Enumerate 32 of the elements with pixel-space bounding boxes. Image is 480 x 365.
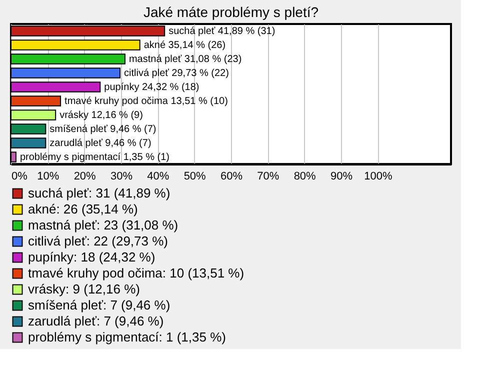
x-tick-label: 90%	[330, 170, 353, 182]
data-label: mastná pleť 31,08 % (23)	[128, 54, 242, 65]
x-tick-label: 70%	[257, 170, 280, 182]
data-label: akné 35,14 % (26)	[144, 40, 226, 51]
legend-label: tmavé kruhy pod očima: 10 (13,51 %)	[28, 266, 244, 280]
x-tick-label: 10%	[37, 170, 60, 182]
legend-label: zarudlá pleť: 7 (9,46 %)	[28, 314, 164, 328]
legend-label: pupínky: 18 (24,32 %)	[28, 250, 156, 264]
legend-label: citlivá pleť: 22 (29,73 %)	[28, 234, 168, 248]
data-label: zarudlá pleť 9,46 % (7)	[50, 138, 152, 149]
legend-label: smíšená pleť: 7 (9,46 %)	[28, 298, 170, 312]
legend-label: suchá pleť: 31 (41,89 %)	[28, 186, 170, 200]
legend-label: mastná pleť: 23 (31,08 %)	[28, 218, 178, 232]
chart-title: Jaké máte problémy s pletí?	[143, 4, 319, 20]
x-tick-label: 30%	[110, 170, 133, 182]
data-label: pupínky 24,32 % (18)	[104, 82, 200, 93]
data-label: vrásky 12,16 % (9)	[60, 110, 143, 121]
x-tick-label: 80%	[294, 170, 316, 182]
data-label: suchá pleť 41,89 % (31)	[168, 26, 276, 37]
legend-label: vrásky: 9 (12,16 %)	[28, 282, 140, 296]
legend-label: akné: 26 (35,14 %)	[28, 202, 138, 216]
x-tick-label: 0%	[12, 170, 28, 182]
x-tick-label: 60%	[220, 170, 243, 182]
x-tick-label: 100%	[364, 170, 392, 182]
data-label: problémy s pigmentací 1,35 % (1)	[20, 152, 170, 163]
x-tick-label: 50%	[184, 170, 206, 182]
data-label: tmavé kruhy pod očima 13,51 % (10)	[64, 96, 228, 107]
data-label: smíšená pleť 9,46 % (7)	[50, 124, 156, 135]
data-label: citlivá pleť 29,73 % (22)	[124, 68, 229, 79]
legend-label: problémy s pigmentací: 1 (1,35 %)	[28, 330, 226, 344]
x-tick-label: 40%	[147, 170, 170, 182]
x-tick-label: 20%	[74, 170, 96, 182]
